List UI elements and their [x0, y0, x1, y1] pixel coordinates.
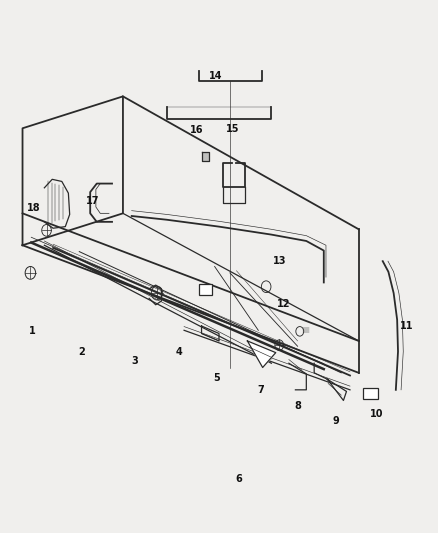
Text: 5: 5 — [213, 373, 220, 383]
Text: 1: 1 — [29, 326, 35, 336]
Text: 2: 2 — [78, 346, 85, 357]
Text: 4: 4 — [176, 346, 182, 357]
Text: 7: 7 — [257, 385, 264, 395]
Text: 9: 9 — [332, 416, 339, 426]
Text: 17: 17 — [86, 196, 99, 206]
Text: 11: 11 — [400, 321, 413, 331]
Text: 13: 13 — [272, 256, 286, 266]
Text: 10: 10 — [370, 409, 384, 419]
Text: 16: 16 — [190, 125, 203, 135]
Text: 12: 12 — [277, 298, 290, 309]
Bar — [363, 387, 378, 399]
Text: 3: 3 — [132, 356, 138, 366]
Text: 14: 14 — [209, 71, 222, 81]
Text: 8: 8 — [294, 401, 301, 411]
Text: 18: 18 — [27, 203, 40, 213]
Polygon shape — [247, 341, 276, 368]
Text: 6: 6 — [235, 474, 242, 484]
Bar — [199, 284, 212, 295]
Text: 15: 15 — [226, 124, 240, 134]
